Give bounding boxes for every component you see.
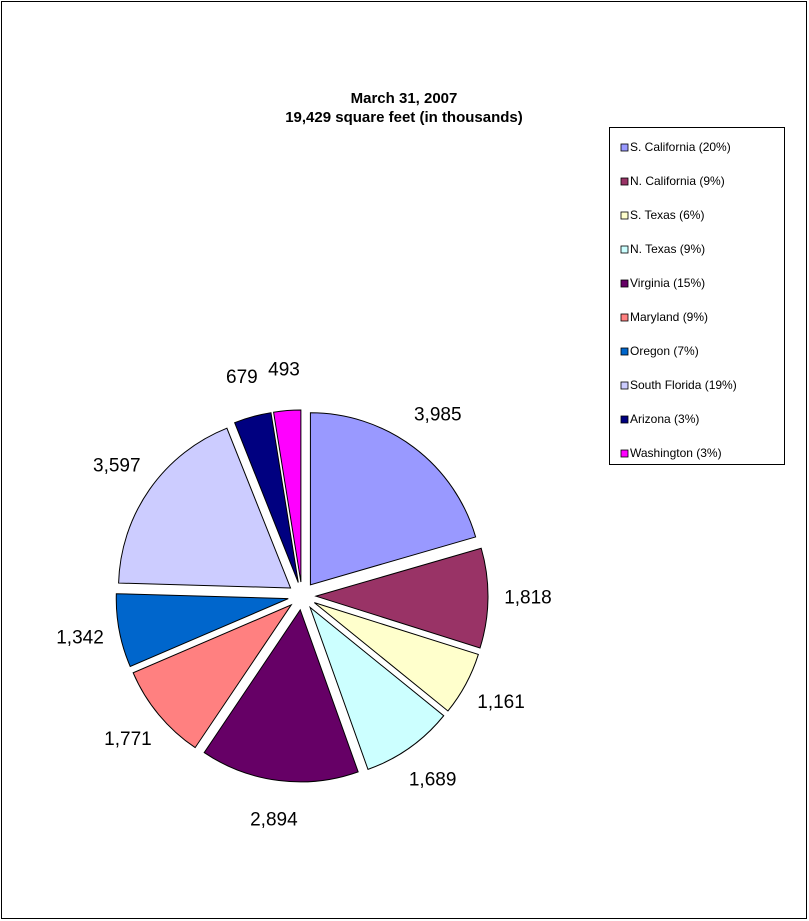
legend-swatch — [620, 415, 629, 424]
data-label: 2,894 — [250, 809, 298, 830]
data-label: 1,689 — [409, 769, 457, 790]
legend-label: N. California (9%) — [630, 174, 725, 188]
data-label: 1,342 — [56, 627, 104, 648]
legend-label: S. Texas (6%) — [630, 208, 704, 222]
chart-title: March 31, 2007 — [351, 90, 458, 107]
legend-label: N. Texas (9%) — [630, 242, 705, 256]
legend-swatch — [620, 449, 629, 458]
legend-label: Maryland (9%) — [630, 310, 708, 324]
pie-slice — [309, 605, 445, 771]
pie-slice — [118, 427, 292, 589]
pie-slice — [233, 412, 299, 583]
chart-subtitle: 19,429 square feet (in thousands) — [285, 109, 523, 126]
pie-slice — [115, 593, 289, 668]
legend-label: Washington (3%) — [630, 446, 722, 460]
legend-swatch — [620, 347, 629, 356]
legend-box — [609, 127, 785, 465]
legend-label: S. California (20%) — [630, 140, 731, 154]
legend-swatch — [620, 381, 629, 390]
legend-swatch — [620, 211, 629, 220]
data-label: 1,161 — [477, 692, 525, 713]
legend-label: Oregon (7%) — [630, 344, 699, 358]
pie-slice — [273, 409, 302, 583]
legend-swatch — [620, 279, 629, 288]
legend-swatch — [620, 245, 629, 254]
pie-slice — [132, 603, 293, 749]
data-label: 1,771 — [104, 729, 152, 750]
pie-slice — [203, 608, 359, 783]
pie-slice — [309, 412, 477, 586]
data-label: 679 — [226, 367, 258, 388]
legend-swatch — [620, 143, 629, 152]
data-label: 1,818 — [504, 588, 552, 609]
data-label: 3,597 — [93, 456, 141, 477]
data-label: 3,985 — [414, 404, 462, 425]
pie-slice — [314, 602, 479, 712]
legend-swatch — [620, 177, 629, 186]
legend-label: Arizona (3%) — [630, 412, 699, 426]
legend-swatch — [620, 313, 629, 322]
legend-label: South Florida (19%) — [630, 378, 737, 392]
legend-label: Virginia (15%) — [630, 276, 705, 290]
data-label: 493 — [268, 360, 300, 381]
pie-slice — [314, 547, 489, 649]
